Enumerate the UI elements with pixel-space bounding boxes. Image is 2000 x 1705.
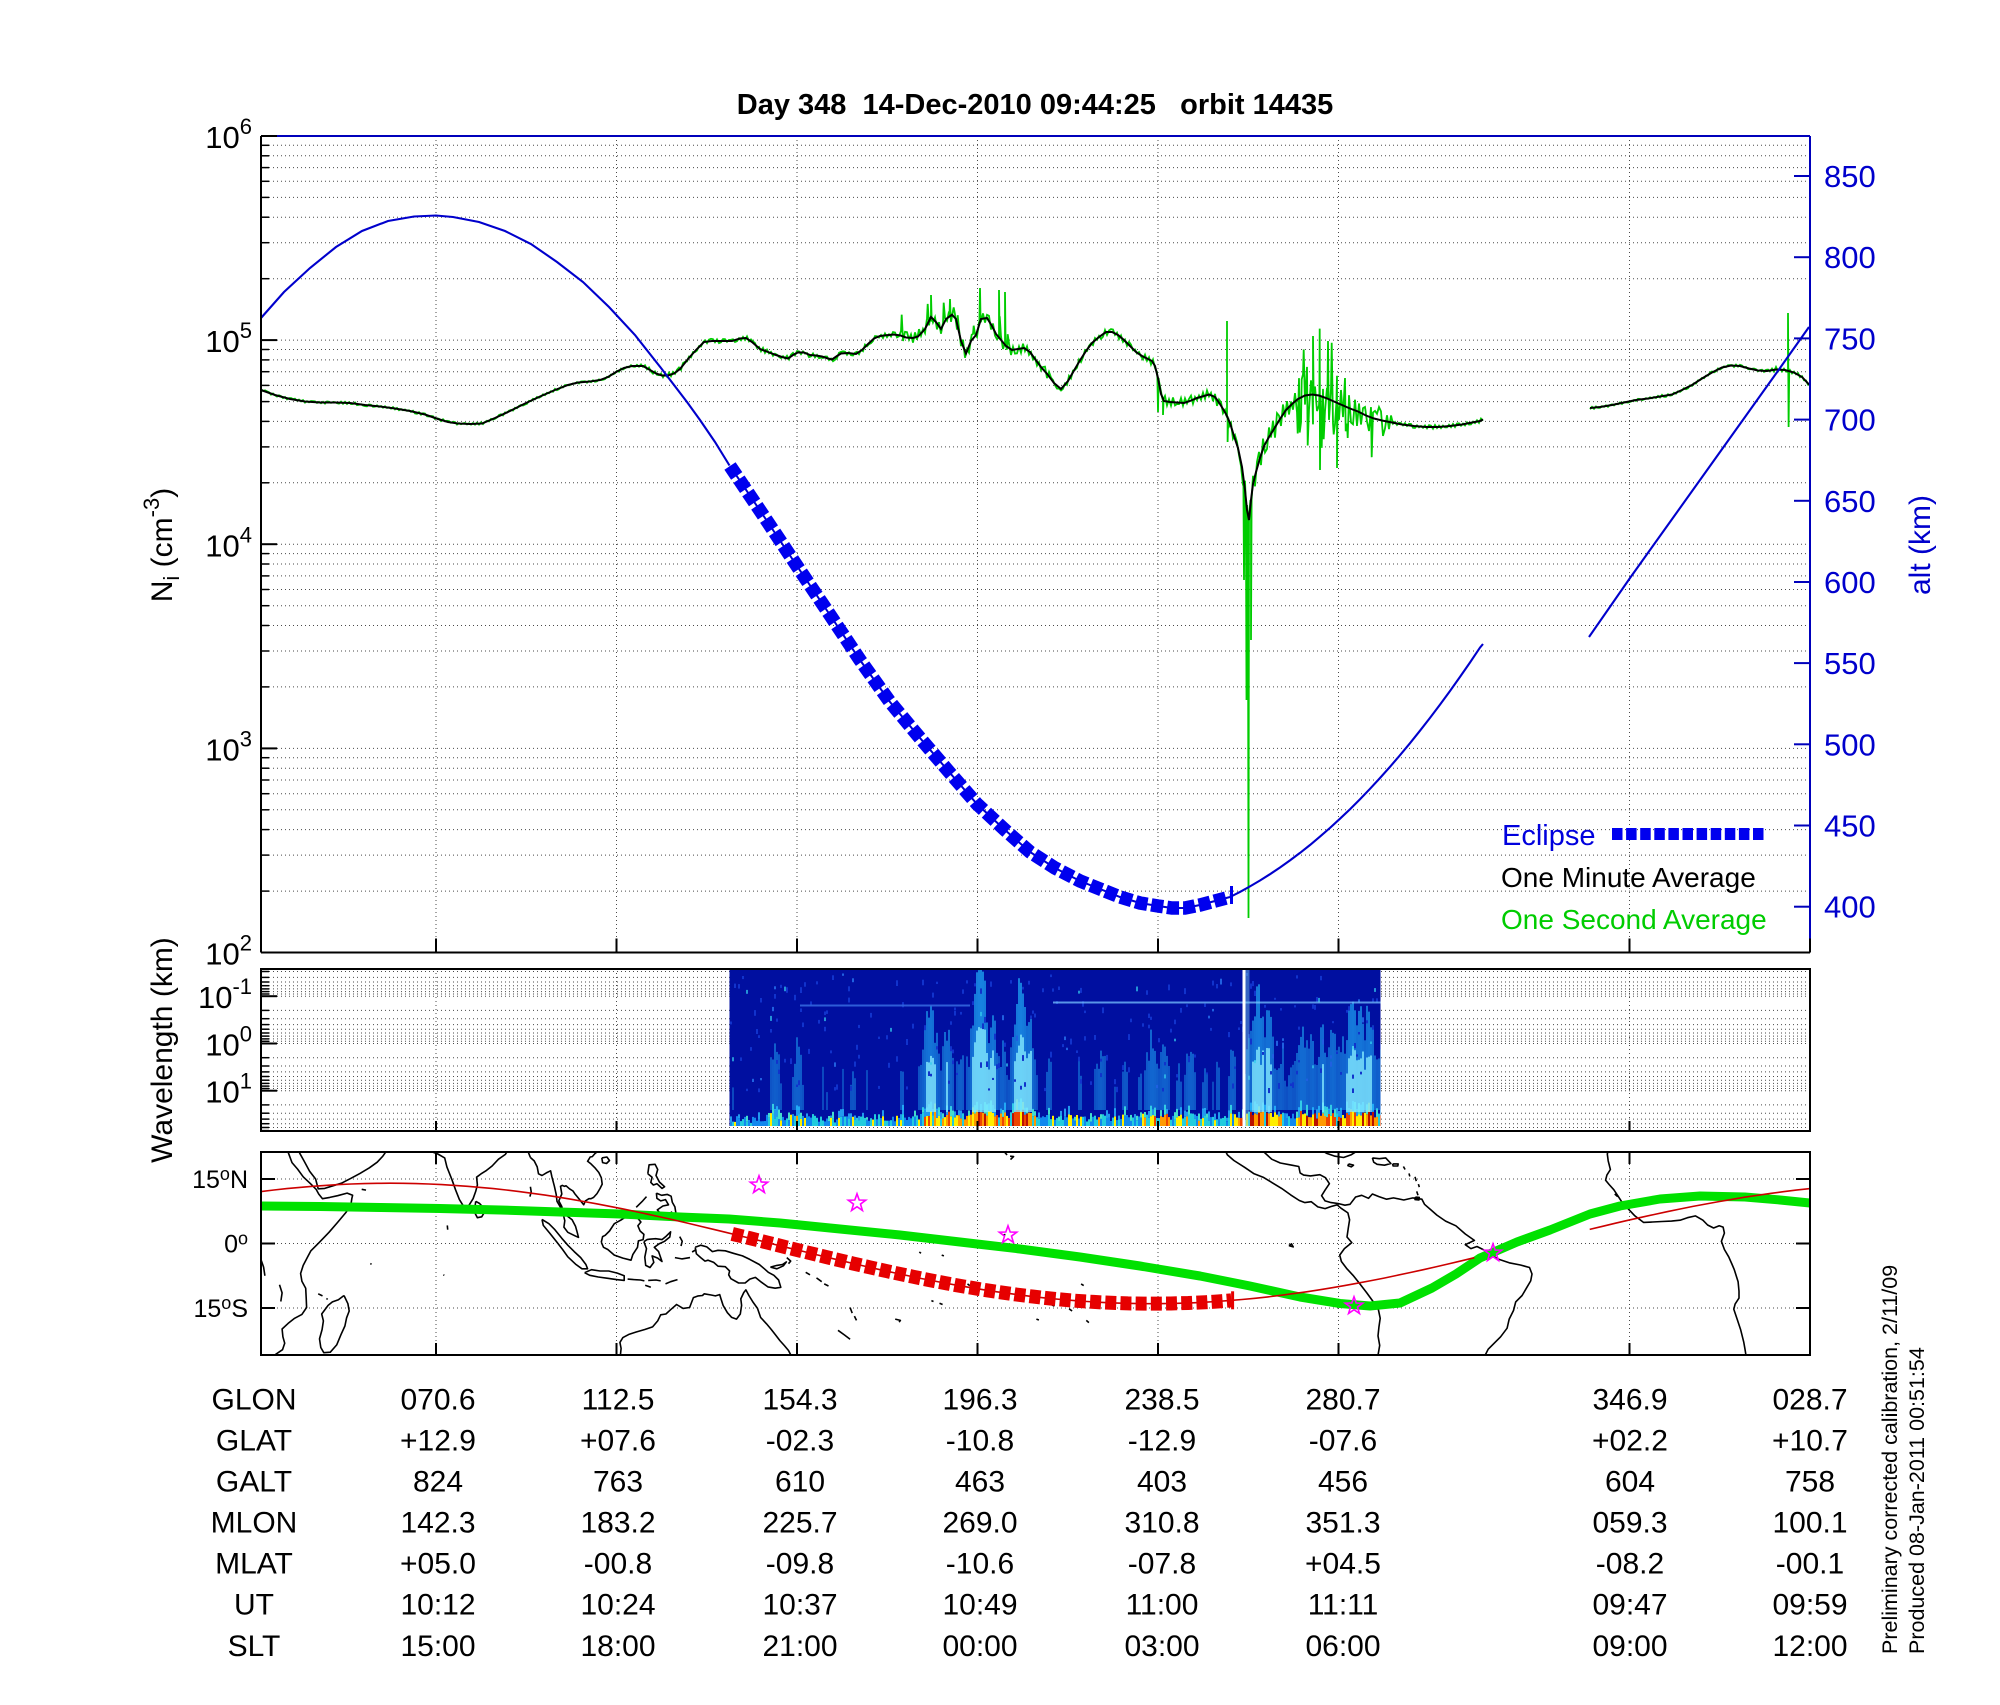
svg-text:09:59: 09:59 — [1772, 1589, 1847, 1622]
svg-text:758: 758 — [1785, 1466, 1835, 1499]
svg-text:10:12: 10:12 — [400, 1589, 475, 1622]
svg-text:09:47: 09:47 — [1592, 1589, 1667, 1622]
svg-text:10-1: 10-1 — [198, 974, 252, 1015]
svg-text:+07.6: +07.6 — [580, 1424, 656, 1457]
svg-text:351.3: 351.3 — [1305, 1507, 1380, 1540]
svg-text:15oS: 15oS — [193, 1293, 248, 1323]
svg-text:10:37: 10:37 — [762, 1589, 837, 1622]
svg-text:-07.6: -07.6 — [1309, 1424, 1377, 1457]
svg-text:346.9: 346.9 — [1592, 1383, 1667, 1416]
svg-text:763: 763 — [593, 1466, 643, 1499]
svg-text:456: 456 — [1318, 1466, 1368, 1499]
svg-text:105: 105 — [205, 318, 252, 359]
svg-text:650: 650 — [1824, 484, 1876, 519]
svg-text:463: 463 — [955, 1466, 1005, 1499]
svg-text:GALT: GALT — [216, 1466, 292, 1499]
svg-text:850: 850 — [1824, 159, 1876, 194]
svg-text:238.5: 238.5 — [1124, 1383, 1199, 1416]
svg-text:800: 800 — [1824, 240, 1876, 275]
svg-text:154.3: 154.3 — [762, 1383, 837, 1416]
svg-text:03:00: 03:00 — [1124, 1630, 1199, 1663]
svg-text:One Minute Average: One Minute Average — [1501, 862, 1756, 893]
svg-text:GLAT: GLAT — [216, 1424, 292, 1457]
svg-text:+12.9: +12.9 — [400, 1424, 476, 1457]
svg-text:-09.8: -09.8 — [766, 1548, 834, 1581]
svg-text:15:00: 15:00 — [400, 1630, 475, 1663]
svg-text:11:11: 11:11 — [1308, 1589, 1379, 1622]
svg-text:06:00: 06:00 — [1305, 1630, 1380, 1663]
svg-text:18:00: 18:00 — [580, 1630, 655, 1663]
svg-text:Wavelength (km): Wavelength (km) — [146, 937, 179, 1163]
svg-text:MLAT: MLAT — [215, 1548, 293, 1581]
svg-text:10:49: 10:49 — [942, 1589, 1017, 1622]
svg-text:+04.5: +04.5 — [1305, 1548, 1381, 1581]
svg-text:450: 450 — [1824, 809, 1876, 844]
svg-text:-12.9: -12.9 — [1128, 1424, 1196, 1457]
svg-text:alt (km): alt (km) — [1904, 495, 1937, 595]
svg-text:One Second Average: One Second Average — [1501, 904, 1767, 935]
svg-text:700: 700 — [1824, 403, 1876, 438]
svg-text:MLON: MLON — [211, 1507, 298, 1540]
svg-text:-08.2: -08.2 — [1596, 1548, 1664, 1581]
svg-text:12:00: 12:00 — [1772, 1630, 1847, 1663]
svg-text:269.0: 269.0 — [942, 1507, 1017, 1540]
svg-text:750: 750 — [1824, 321, 1876, 356]
svg-text:600: 600 — [1824, 565, 1876, 600]
svg-text:+10.7: +10.7 — [1772, 1424, 1848, 1457]
svg-text:-10.8: -10.8 — [946, 1424, 1014, 1457]
svg-text:Day 348 14-Dec-2010 09:44:25: Day 348 14-Dec-2010 09:44:25 orbit 14435 — [737, 89, 1333, 121]
svg-text:Produced 08-Jan-2011 00:51:54: Produced 08-Jan-2011 00:51:54 — [1905, 1347, 1929, 1654]
svg-text:GLON: GLON — [211, 1383, 296, 1416]
svg-text:028.7: 028.7 — [1772, 1383, 1847, 1416]
svg-text:059.3: 059.3 — [1592, 1507, 1667, 1540]
svg-text:604: 604 — [1605, 1466, 1655, 1499]
svg-text:+05.0: +05.0 — [400, 1548, 476, 1581]
svg-text:UT: UT — [234, 1589, 274, 1622]
svg-text:183.2: 183.2 — [580, 1507, 655, 1540]
svg-text:-02.3: -02.3 — [766, 1424, 834, 1457]
svg-text:550: 550 — [1824, 646, 1876, 681]
svg-text:00:00: 00:00 — [942, 1630, 1017, 1663]
svg-text:-07.8: -07.8 — [1128, 1548, 1196, 1581]
svg-text:400: 400 — [1824, 890, 1876, 925]
svg-text:824: 824 — [413, 1466, 463, 1499]
svg-text:142.3: 142.3 — [400, 1507, 475, 1540]
svg-text:Eclipse: Eclipse — [1502, 820, 1596, 852]
svg-text:112.5: 112.5 — [582, 1383, 655, 1416]
svg-text:104: 104 — [205, 522, 252, 563]
svg-text:225.7: 225.7 — [762, 1507, 837, 1540]
svg-text:21:00: 21:00 — [762, 1630, 837, 1663]
svg-text:310.8: 310.8 — [1124, 1507, 1199, 1540]
svg-text:+02.2: +02.2 — [1592, 1424, 1668, 1457]
svg-text:-00.8: -00.8 — [584, 1548, 652, 1581]
svg-text:09:00: 09:00 — [1592, 1630, 1667, 1663]
svg-text:500: 500 — [1824, 727, 1876, 762]
svg-text:070.6: 070.6 — [400, 1383, 475, 1416]
svg-text:-10.6: -10.6 — [946, 1548, 1014, 1581]
svg-text:280.7: 280.7 — [1305, 1383, 1380, 1416]
svg-text:610: 610 — [775, 1466, 825, 1499]
svg-text:-00.1: -00.1 — [1776, 1548, 1844, 1581]
svg-text:SLT: SLT — [228, 1630, 281, 1663]
svg-text:196.3: 196.3 — [942, 1383, 1017, 1416]
svg-text:10:24: 10:24 — [580, 1589, 655, 1622]
svg-text:11:00: 11:00 — [1126, 1589, 1199, 1622]
svg-text:Preliminary corrected calibrat: Preliminary corrected calibration, 2/11/… — [1878, 1265, 1902, 1654]
svg-text:403: 403 — [1137, 1466, 1187, 1499]
svg-text:100.1: 100.1 — [1772, 1507, 1847, 1540]
